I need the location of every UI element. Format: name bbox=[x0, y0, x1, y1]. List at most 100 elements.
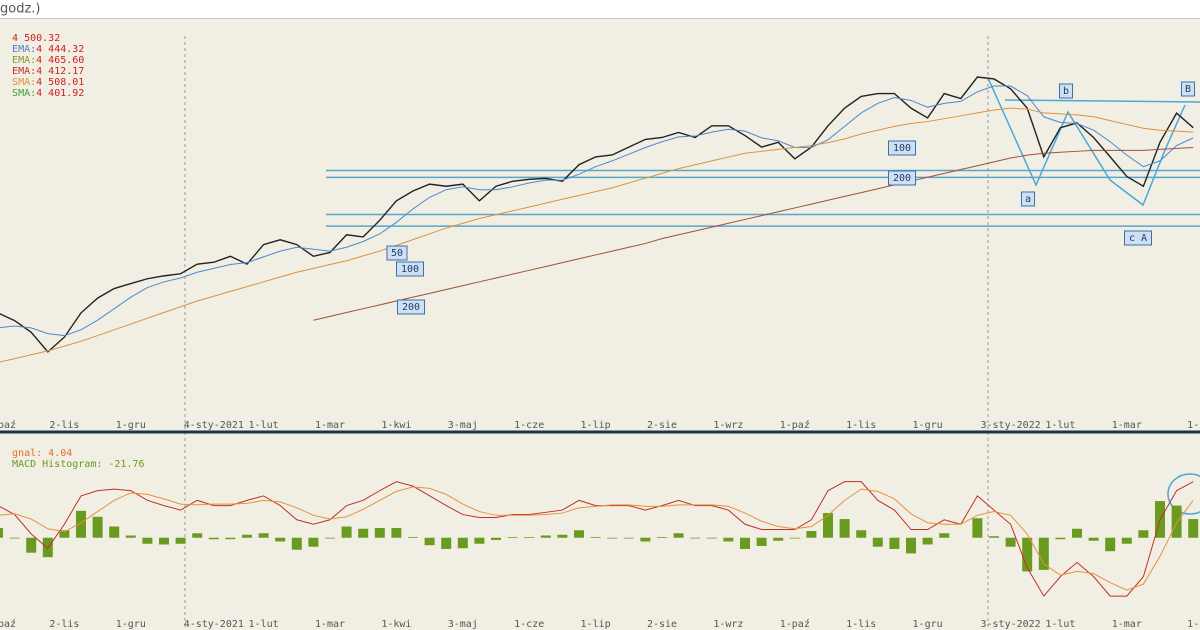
annotation-label: B bbox=[1185, 84, 1191, 95]
histogram-bar bbox=[540, 535, 551, 538]
annotation-label: a bbox=[1025, 194, 1031, 205]
x-tick-label: 3-maj bbox=[448, 619, 478, 630]
x-tick-label: 1-lis bbox=[846, 619, 876, 630]
histogram-bar bbox=[706, 537, 717, 539]
histogram-bar bbox=[59, 530, 70, 538]
histogram-bar bbox=[175, 537, 186, 544]
histogram-bar bbox=[258, 533, 269, 538]
histogram-bar bbox=[856, 530, 867, 538]
x-tick-label: 1- bbox=[1187, 619, 1199, 630]
legend-value: 4 412.17 bbox=[36, 66, 85, 77]
histogram-bar bbox=[740, 537, 750, 549]
x-tick-label: 1-cze bbox=[514, 619, 544, 630]
x-tick-label: paź bbox=[0, 419, 16, 431]
annotation-box bbox=[396, 261, 424, 277]
x-tick-label: 2-lis bbox=[49, 619, 79, 630]
histogram-bar bbox=[574, 530, 584, 538]
legend-label: EMA: bbox=[12, 55, 37, 66]
x-tick-label: 1-mar bbox=[315, 619, 345, 630]
annotation-box bbox=[888, 140, 916, 156]
histogram-bar bbox=[1105, 537, 1116, 552]
x-tick-label: 1-paź bbox=[780, 419, 810, 431]
histogram-bar bbox=[26, 537, 37, 553]
x-tick-label: 1-mar bbox=[1112, 619, 1142, 630]
x-tick-label: 1-lis bbox=[846, 420, 876, 431]
x-tick-label: 2-sie bbox=[647, 619, 677, 630]
x-tick-label: 1-gru bbox=[116, 420, 146, 431]
x-tick-label: 1-lut bbox=[249, 420, 279, 431]
histogram-bar bbox=[109, 526, 120, 538]
x-tick-label: 1-wrz bbox=[713, 420, 743, 431]
annotation-box bbox=[397, 299, 425, 315]
histogram-bar bbox=[839, 519, 850, 538]
x-tick-label: 1-cze bbox=[514, 420, 544, 431]
x-tick-label: 4-sty-2021 bbox=[184, 420, 244, 431]
histogram-bar bbox=[607, 537, 618, 539]
histogram-bar bbox=[623, 537, 634, 539]
histogram-bar bbox=[1022, 537, 1033, 572]
x-tick-label: 1- bbox=[1187, 420, 1199, 431]
histogram-bar bbox=[773, 537, 784, 541]
annotation-label: c A bbox=[1129, 233, 1147, 244]
header-title: godz.) bbox=[0, 2, 41, 17]
histogram-bar bbox=[889, 537, 900, 549]
histogram-bar bbox=[789, 537, 800, 539]
x-tick-label: 2-lis bbox=[49, 420, 79, 431]
histogram-bar bbox=[756, 537, 767, 546]
legend-value: gnal: 4.04 bbox=[12, 448, 73, 459]
histogram-bar bbox=[1005, 537, 1016, 547]
histogram-bar bbox=[590, 536, 601, 538]
histogram-bar bbox=[242, 534, 252, 538]
histogram-bar bbox=[125, 535, 136, 538]
x-tick-label: 3-sty-2022 bbox=[980, 420, 1040, 431]
histogram-bar bbox=[291, 537, 302, 550]
histogram-bar bbox=[325, 537, 335, 539]
legend-label: EMA: bbox=[12, 66, 37, 77]
histogram-bar bbox=[457, 537, 468, 549]
x-tick-label: 1-lut bbox=[1045, 420, 1075, 431]
annotation-label: 100 bbox=[893, 143, 911, 154]
legend-value: 4 500.32 bbox=[12, 33, 61, 44]
x-tick-label: 1-lip bbox=[581, 420, 611, 431]
histogram-bar bbox=[0, 528, 3, 538]
histogram-bar bbox=[424, 537, 435, 546]
histogram-bar bbox=[1055, 537, 1066, 540]
series-line bbox=[0, 85, 1194, 337]
histogram-bar bbox=[358, 528, 369, 538]
highlight-ellipse bbox=[1167, 473, 1200, 515]
series-line bbox=[0, 486, 1194, 591]
series-line bbox=[313, 146, 1194, 321]
x-tick-label: 1-lut bbox=[1045, 619, 1075, 630]
series-line bbox=[0, 76, 1194, 353]
histogram-bar bbox=[524, 536, 535, 538]
x-tick-label: 1-lut bbox=[249, 619, 279, 630]
x-tick-label: 1-gru bbox=[116, 619, 146, 630]
x-tick-label: 1-gru bbox=[913, 420, 943, 431]
histogram-bar bbox=[922, 537, 933, 545]
histogram-bar bbox=[408, 536, 418, 538]
histogram-bar bbox=[1072, 528, 1082, 538]
legend-value: 4 465.60 bbox=[36, 55, 85, 66]
series-line bbox=[0, 107, 1194, 363]
histogram-bar bbox=[142, 537, 153, 544]
annotation-box bbox=[1124, 230, 1152, 246]
histogram-bar bbox=[474, 537, 485, 544]
macd-legend: gnal: 4.04 MACD Histogram: -21.76 bbox=[0, 437, 144, 470]
annotation-label: 200 bbox=[402, 302, 420, 313]
histogram-bar bbox=[441, 537, 452, 549]
histogram-bar bbox=[823, 513, 833, 538]
x-tick-label: 1-gru bbox=[913, 619, 943, 630]
histogram-bar bbox=[906, 537, 916, 554]
histogram-bar bbox=[1088, 537, 1099, 541]
histogram-bar bbox=[192, 533, 203, 538]
annotation-box bbox=[1181, 81, 1195, 97]
x-tick-label: 1-mar bbox=[315, 420, 345, 431]
histogram-bar bbox=[690, 537, 701, 539]
annotation-label: 50 bbox=[391, 248, 403, 259]
wave-lines bbox=[987, 77, 1200, 515]
histogram-bar bbox=[341, 526, 352, 538]
x-tick-label: 1-lip bbox=[581, 619, 611, 630]
histogram-bar bbox=[9, 537, 20, 539]
